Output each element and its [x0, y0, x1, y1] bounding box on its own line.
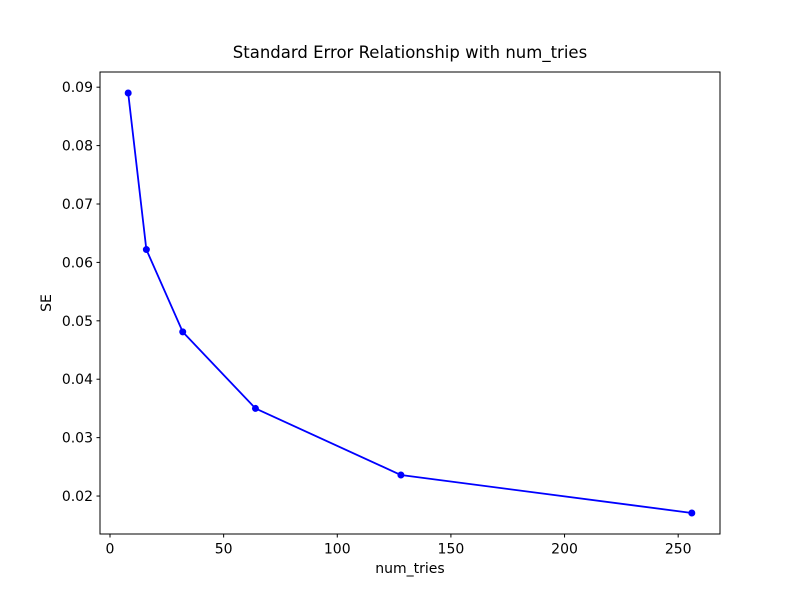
y-tick-label: 0.06 — [62, 255, 93, 271]
chart-title: Standard Error Relationship with num_tri… — [232, 43, 588, 62]
data-point — [179, 328, 187, 336]
x-tick-label: 150 — [438, 542, 465, 558]
x-tick-label: 100 — [324, 542, 351, 558]
data-point — [142, 246, 150, 254]
y-tick-label: 0.03 — [62, 431, 93, 447]
axes-frame — [99, 71, 721, 535]
data-point — [251, 404, 259, 412]
y-tick-label: 0.07 — [62, 197, 93, 213]
x-tick-label: 250 — [665, 542, 692, 558]
x-tick-label: 50 — [215, 542, 233, 558]
se-line — [127, 92, 693, 514]
x-tick-label: 200 — [551, 542, 578, 558]
y-tick-label: 0.02 — [62, 489, 93, 505]
y-tick-label: 0.05 — [62, 314, 93, 330]
data-point — [124, 89, 132, 97]
y-axis-label: SE — [39, 294, 55, 312]
y-tick-label: 0.04 — [62, 372, 93, 388]
x-tick-label: 0 — [106, 542, 115, 558]
x-axis-label: num_tries — [375, 561, 445, 577]
y-tick-label: 0.09 — [62, 80, 93, 96]
data-point — [397, 471, 405, 479]
data-point — [688, 509, 696, 517]
y-tick-label: 0.08 — [62, 139, 93, 155]
